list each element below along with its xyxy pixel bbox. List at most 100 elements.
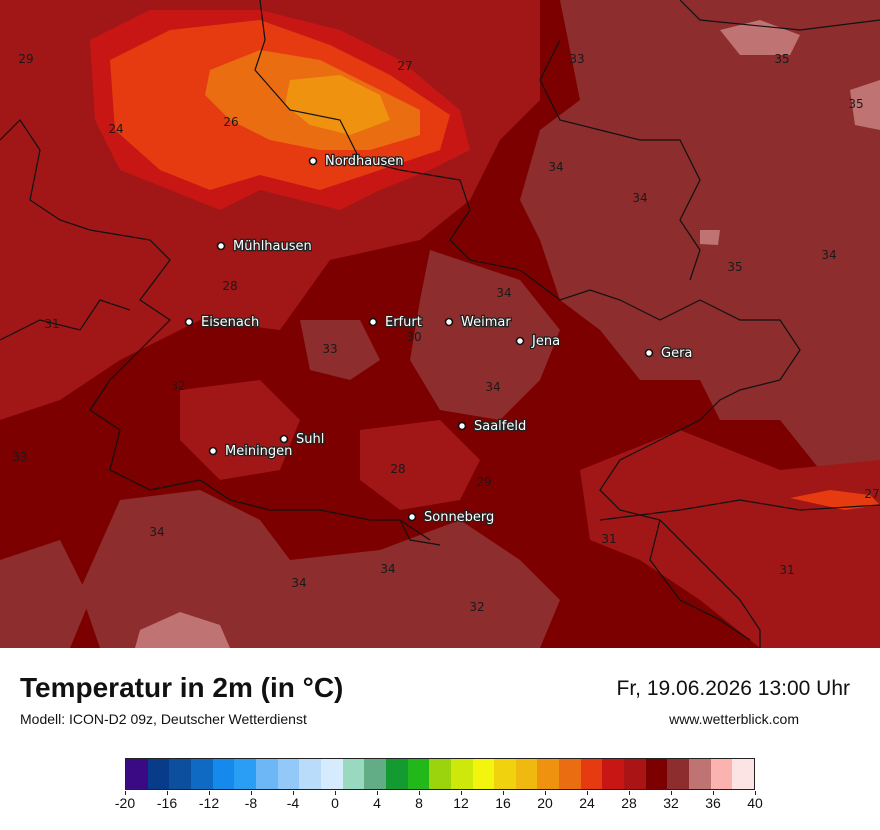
- forecast-datetime: Fr, 19.06.2026 13:00 Uhr: [616, 677, 851, 700]
- legend-tick-mark: [755, 791, 756, 795]
- isoline-label: 27: [864, 487, 879, 501]
- city-marker: Eisenach: [184, 314, 261, 331]
- city-label: Meiningen: [225, 444, 292, 459]
- city-label: Eisenach: [201, 315, 259, 330]
- city-dot: [279, 434, 289, 444]
- legend-swatch: [364, 759, 386, 789]
- city-dot: [457, 421, 467, 431]
- legend-tick-label: 40: [747, 795, 763, 811]
- city-marker: Meiningen: [208, 443, 294, 460]
- city-marker: Mühlhausen: [216, 238, 313, 255]
- legend-swatch: [645, 759, 668, 789]
- city-marker: Saalfeld: [457, 418, 528, 435]
- isoline-label: 34: [380, 562, 395, 576]
- map-canvas: 29 27 33 35 35 24 26 34 34 35 34 28 34 31 33 30 34 32 33 28…: [0, 0, 880, 648]
- legend-tick-mark: [587, 791, 588, 795]
- city-marker: Jena: [515, 333, 561, 350]
- isoline-label: 28: [222, 279, 237, 293]
- legend-swatch: [667, 759, 690, 789]
- legend-tick-label: 28: [621, 795, 637, 811]
- city-marker: Gera: [644, 345, 694, 362]
- isoline-label: 31: [601, 532, 616, 546]
- city-label: Nordhausen: [325, 154, 404, 169]
- legend-tick-label: 20: [537, 795, 553, 811]
- isoline-label: 32: [170, 379, 185, 393]
- city-dot: [444, 317, 454, 327]
- legend-tick-mark: [335, 791, 336, 795]
- city-label: Jena: [531, 334, 560, 349]
- city-dot: [515, 336, 525, 346]
- legend-swatch: [126, 759, 148, 789]
- legend-tick-label: -8: [244, 795, 258, 811]
- legend-tick-label: 4: [373, 795, 381, 811]
- legend-swatch: [494, 759, 516, 789]
- isoline-label: 27: [397, 59, 412, 73]
- legend-swatch: [407, 759, 430, 789]
- legend-swatch: [732, 759, 755, 789]
- legend-swatch: [299, 759, 321, 789]
- city-marker: Erfurt: [368, 314, 423, 331]
- legend-tick-label: 36: [705, 795, 721, 811]
- chart-title: Temperatur in 2m (in °C): [20, 672, 344, 703]
- footer: Temperatur in 2m (in °C) Modell: ICON-D2…: [0, 648, 880, 830]
- city-marker: Nordhausen: [308, 153, 405, 170]
- legend-tick-mark: [125, 791, 126, 795]
- legend-tick-label: 24: [579, 795, 595, 811]
- legend-tick-label: -20: [114, 795, 136, 811]
- isoline-label: 34: [149, 525, 164, 539]
- legend-tick-mark: [713, 791, 714, 795]
- legend-swatch: [450, 759, 473, 789]
- city-marker: Suhl: [279, 431, 326, 448]
- legend-swatch: [277, 759, 300, 789]
- city-label: Mühlhausen: [233, 239, 312, 254]
- isoline-label: 35: [774, 52, 789, 66]
- isoline-label: 32: [469, 600, 484, 614]
- city-dot: [407, 512, 417, 522]
- legend-swatch: [472, 759, 495, 789]
- isoline-label: 34: [496, 286, 511, 300]
- legend-swatch: [234, 759, 256, 789]
- temperature-map: 29 27 33 35 35 24 26 34 34 35 34 28 34 31 33 30 34 32 33 28…: [0, 0, 880, 648]
- isoline-label: 30: [406, 330, 421, 344]
- legend-swatch: [710, 759, 733, 789]
- isoline-label: 35: [848, 97, 863, 111]
- legend-tick-mark: [503, 791, 504, 795]
- isoline-label: 33: [322, 342, 337, 356]
- isoline-label: 34: [548, 160, 563, 174]
- legend-swatch: [602, 759, 625, 789]
- legend-tick-label: 8: [415, 795, 423, 811]
- city-dot: [644, 348, 654, 358]
- city-label: Erfurt: [385, 315, 422, 330]
- city-dot: [308, 156, 318, 166]
- legend-swatch: [147, 759, 170, 789]
- model-info: Modell: ICON-D2 09z, Deutscher Wetterdie…: [20, 711, 307, 727]
- city-dot: [208, 446, 218, 456]
- city-dot: [184, 317, 194, 327]
- isoline-label: 34: [291, 576, 306, 590]
- legend-swatch: [190, 759, 213, 789]
- legend-tick-label: 12: [453, 795, 469, 811]
- city-marker: Sonneberg: [407, 509, 496, 526]
- legend-swatch: [429, 759, 451, 789]
- legend-tick-mark: [293, 791, 294, 795]
- isoline-label: 31: [779, 563, 794, 577]
- isoline-label: 29: [18, 52, 33, 66]
- legend-tick-mark: [167, 791, 168, 795]
- city-marker: Weimar: [444, 314, 513, 331]
- isoline-label: 33: [12, 450, 27, 464]
- legend-tick-label: -16: [156, 795, 178, 811]
- legend-swatch: [212, 759, 235, 789]
- legend-swatch: [537, 759, 560, 789]
- isoline-label: 34: [632, 191, 647, 205]
- isoline-label: 35: [727, 260, 742, 274]
- legend-swatch: [580, 759, 603, 789]
- legend-tick-label: -4: [286, 795, 300, 811]
- legend-tick-label: 32: [663, 795, 679, 811]
- legend-tick-label: -12: [198, 795, 220, 811]
- legend-tick-label: 16: [495, 795, 511, 811]
- website-link[interactable]: www.wetterblick.com: [669, 711, 799, 727]
- legend-tick-mark: [671, 791, 672, 795]
- legend-tick-label: 0: [331, 795, 339, 811]
- isoline-label: 34: [485, 380, 500, 394]
- city-dot: [216, 241, 226, 251]
